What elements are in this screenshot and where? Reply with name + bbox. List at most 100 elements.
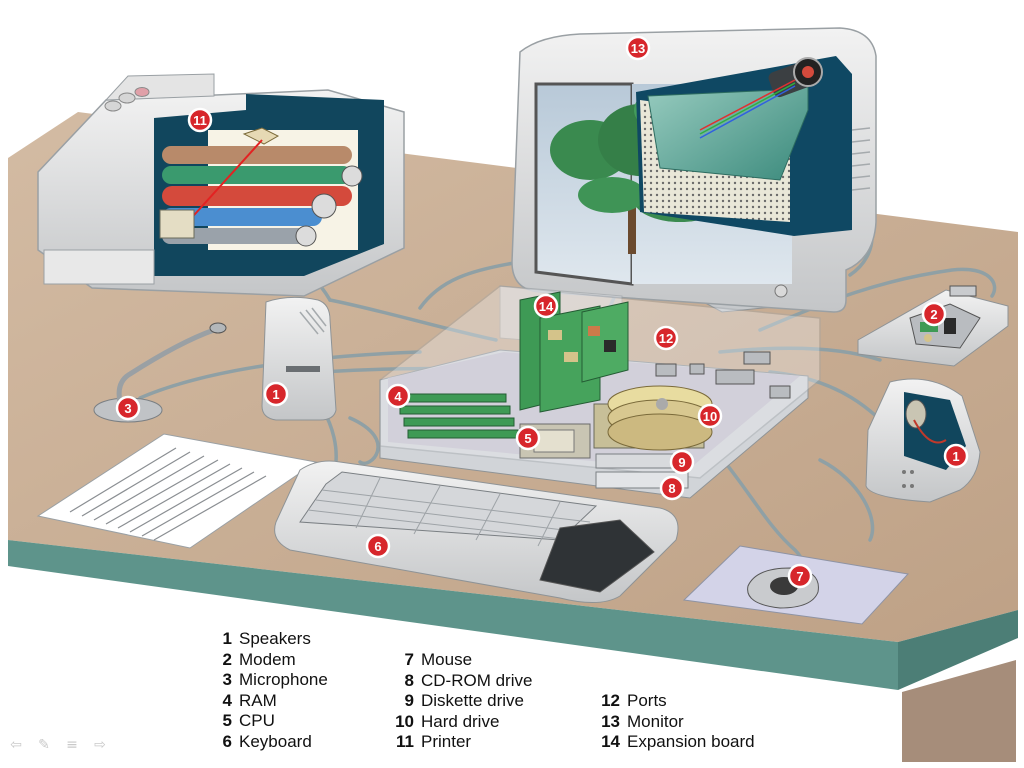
legend-label: Hard drive: [421, 711, 500, 731]
legend-label: Mouse: [421, 650, 473, 669]
previous-arrow-icon[interactable]: ⇦: [10, 737, 22, 753]
speaker-right-grille: [902, 470, 914, 488]
callout-speaker-right: 1: [943, 443, 969, 469]
callout-number: 5: [524, 431, 531, 446]
legend-number: 10: [395, 711, 414, 731]
callout-circle: [943, 443, 969, 469]
monitor-power-button: [774, 284, 788, 298]
printer-paper-tray: [43, 249, 155, 285]
callout-cdrom: 8: [659, 475, 685, 501]
electron-gun: [768, 57, 823, 98]
legend-number: 6: [222, 731, 232, 751]
legend-item: 4 RAM: [212, 691, 328, 712]
legend-number: 13: [601, 711, 620, 731]
callout-ports: 12: [653, 325, 679, 351]
callout-diskette: 9: [669, 449, 695, 475]
ram-modules: [395, 393, 519, 439]
callout-circle: [365, 533, 391, 559]
legend-column-2: 7 Mouse 8 CD-ROM drive 9 Diskette drive 10 Hard…: [384, 650, 532, 753]
legend-item: 2 Modem: [212, 650, 328, 671]
electron-beams: [699, 79, 796, 139]
callout-circle: [187, 107, 213, 133]
system-unit: [379, 285, 821, 499]
legend-number: 8: [404, 670, 414, 690]
legend-item: 3 Microphone: [212, 670, 328, 691]
legend-label: RAM: [239, 690, 277, 710]
legend-item: 6 Keyboard: [212, 732, 328, 753]
callout-number: 1: [952, 449, 959, 464]
legend-item: 8 CD-ROM drive: [384, 670, 533, 692]
printer-top-panel: [104, 73, 215, 101]
legend-label: Printer: [421, 732, 472, 751]
printer-laser-beam: [185, 139, 263, 225]
menu-icon[interactable]: ≡: [66, 737, 78, 753]
pen-icon[interactable]: ✎: [38, 737, 50, 753]
callout-circle: [625, 35, 651, 61]
legend-label: CPU: [239, 711, 275, 730]
desk-side-edge: [898, 610, 1018, 690]
callout-circle: [385, 383, 411, 409]
callout-number: 4: [394, 389, 402, 404]
legend-item: 1 Speakers: [212, 629, 328, 650]
callout-circle: [653, 325, 679, 351]
callout-circle: [659, 475, 685, 501]
legend-label: Keyboard: [239, 731, 312, 751]
next-arrow-icon[interactable]: ⇨: [94, 737, 106, 753]
callout-printer: 11: [187, 107, 213, 133]
legend-item: 7 Mouse: [384, 650, 532, 671]
callout-number: 14: [539, 299, 554, 314]
expansion-board: [519, 291, 629, 413]
callout-number: 9: [678, 455, 685, 470]
callout-number: 3: [124, 401, 131, 416]
speaker-left-slot: [286, 366, 320, 372]
printer: [37, 73, 405, 297]
legend-number: 7: [404, 650, 414, 669]
desk-leg: [902, 660, 1016, 762]
callout-number: 6: [374, 539, 381, 554]
monitor: [511, 27, 877, 313]
microphone: [93, 322, 227, 423]
callout-circle: [787, 563, 813, 589]
speaker-right-driver: [905, 399, 947, 444]
legend-label: Ports: [627, 691, 667, 710]
legend-number: 3: [222, 670, 232, 689]
legend-label: Speakers: [239, 629, 311, 648]
printer-toner-block: [159, 209, 195, 239]
paper-sheet: [36, 433, 318, 549]
slide-nav: ⇦ ✎ ≡ ⇨: [8, 738, 108, 752]
callout-circle: [263, 381, 289, 407]
modem: [857, 285, 1009, 367]
legend-number: 12: [601, 691, 620, 710]
callout-cpu: 5: [515, 425, 541, 451]
callout-number: 1: [272, 387, 279, 402]
callout-mouse: 7: [787, 563, 813, 589]
callout-circle: [921, 301, 947, 327]
callout-harddrive: 10: [697, 403, 723, 429]
callout-expansion: 14: [533, 293, 559, 319]
legend-item: 9 Diskette drive: [384, 691, 532, 712]
callout-number: 13: [631, 41, 645, 56]
legend-number: 1: [222, 629, 232, 648]
legend-number: 5: [222, 711, 232, 730]
keyboard: [274, 460, 679, 603]
legend-label: Monitor: [627, 711, 684, 731]
modem-circuit: [920, 318, 956, 342]
callout-circle: [515, 425, 541, 451]
callout-number: 12: [659, 331, 673, 346]
callout-keyboard: 6: [365, 533, 391, 559]
speaker-right: [865, 378, 981, 503]
callout-ram: 4: [385, 383, 411, 409]
callout-monitor: 13: [625, 35, 651, 61]
legend-label: Modem: [239, 649, 296, 669]
callout-microphone: 3: [115, 395, 141, 421]
legend-item: 5 CPU: [212, 711, 328, 732]
keyboard-key-grid: [307, 477, 591, 547]
printer-buttons: [104, 87, 150, 112]
callout-number: 7: [796, 569, 803, 584]
keyboard-keys: [299, 471, 598, 541]
legend-number: 2: [222, 649, 232, 669]
legend-label: Expansion board: [627, 732, 755, 751]
callout-modem: 2: [921, 301, 947, 327]
